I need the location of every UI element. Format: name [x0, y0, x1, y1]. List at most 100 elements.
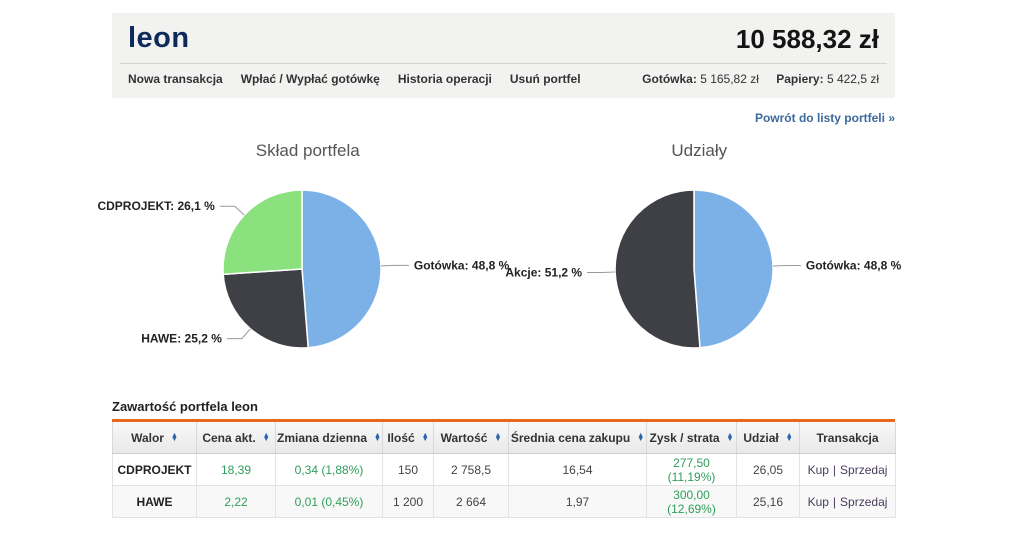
- pie-label-connector: [772, 265, 801, 267]
- menu-item-nowa-transakcja[interactable]: Nowa transakcja: [128, 72, 223, 86]
- cell-ilosc: 150: [382, 453, 434, 486]
- cell-zmiana-dzienna: 0,34 (1,88%): [275, 453, 383, 486]
- pie-slice-label: HAWE: 25,2 %: [141, 332, 222, 346]
- holdings-table: Walor ▲ ▼ Cena akt. ▲ ▼ Zmiana dzienna ▲ ▼ Ilość ▲…: [112, 422, 896, 518]
- accent-bar: [112, 419, 895, 422]
- pie-slice-label: Gotówka: 48,8 %: [414, 258, 510, 272]
- pie-chart-udzialy: Gotówka: 48,8 % Akcje: 51,2 %: [504, 167, 901, 381]
- portfolio-header-top: leon 10 588,32 zł: [112, 13, 895, 63]
- sell-link[interactable]: Sprzedaj: [840, 494, 888, 509]
- sort-icon[interactable]: ▲ ▼: [785, 432, 793, 444]
- cell-udzial: 25,16: [736, 485, 800, 518]
- sort-icon[interactable]: ▲ ▼: [374, 432, 381, 444]
- column-header-ilość[interactable]: Ilość ▲ ▼: [382, 422, 434, 454]
- menu-item-usun-portfel[interactable]: Usuń portfel: [509, 72, 581, 86]
- chart-sklad-portfela: Skład portfela Gotówka: 48,8 % HAWE: 25,2…: [97, 139, 510, 381]
- column-header-transakcja: Transakcja: [799, 422, 896, 454]
- papers-balance: Papiery: 5 422,5 zł: [776, 72, 879, 86]
- cell-cena-akt: 2,22: [196, 485, 276, 518]
- portfolio-name: leon: [128, 22, 190, 54]
- pie-slice-gotówka: [692, 189, 774, 349]
- cell-zysk-strata: 277,50 (11,19%): [646, 453, 737, 486]
- sort-icon[interactable]: ▲ ▼: [262, 432, 270, 444]
- cash-label: Gotówka:: [642, 72, 697, 86]
- cell-ilosc: 1 200: [382, 485, 434, 518]
- column-header-zysk-strata[interactable]: Zysk / strata ▲ ▼: [646, 422, 737, 454]
- sort-icon[interactable]: ▲ ▼: [421, 432, 429, 444]
- pie-slice-hawe: [222, 268, 309, 349]
- cell-transakcja: Kup | Sprzedaj: [799, 485, 896, 518]
- cell-udzial: 26,05: [736, 453, 800, 486]
- cell-wartosc: 2 664: [433, 485, 509, 518]
- pie-slice-label: Akcje: 51,2 %: [505, 266, 582, 280]
- column-header-udział[interactable]: Udział ▲ ▼: [736, 422, 800, 454]
- cell-walor: HAWE: [112, 485, 197, 518]
- back-to-portfolio-list-link[interactable]: Powrót do listy portfeli »: [755, 111, 895, 125]
- cell-transakcja: Kup | Sprzedaj: [799, 453, 896, 486]
- column-label: Zysk / strata: [649, 430, 720, 445]
- balances: Gotówka: 5 165,82 zł Papiery: 5 422,5 zł: [628, 72, 879, 86]
- cell-srednia-cena-zakupu: 1,97: [508, 485, 647, 518]
- column-label: Transakcja: [816, 430, 879, 445]
- pie-slice-gotówka: [301, 189, 382, 349]
- cell-cena-akt: 18,39: [196, 453, 276, 486]
- column-header-wartość[interactable]: Wartość ▲ ▼: [433, 422, 509, 454]
- back-link-label: Powrót do listy portfeli: [754, 111, 885, 125]
- cell-srednia-cena-zakupu: 16,54: [508, 453, 647, 486]
- pie-slice-cdprojekt: [222, 189, 303, 276]
- column-label: Ilość: [387, 430, 415, 445]
- chart-udzialy: Udziały Gotówka: 48,8 % Akcje: 51,2 %: [504, 139, 901, 381]
- header-divider: [120, 63, 887, 64]
- portfolio-total-value: 10 588,32 zł: [735, 24, 879, 54]
- papers-label: Papiery:: [776, 72, 824, 86]
- sort-icon[interactable]: ▲ ▼: [170, 432, 178, 444]
- portfolio-header-panel: leon 10 588,32 zł Nowa transakcja Wpłać …: [112, 13, 895, 98]
- pie-slice-label: CDPROJEKT: 26,1 %: [97, 199, 215, 213]
- cell-walor: CDPROJEKT: [112, 453, 197, 486]
- buy-link[interactable]: Kup: [807, 462, 829, 477]
- column-label: Udział: [743, 430, 779, 445]
- link-separator: |: [832, 494, 837, 509]
- sort-icon[interactable]: ▲ ▼: [637, 432, 645, 444]
- cash-value: 5 165,82 zł: [700, 72, 759, 86]
- column-label: Zmiana dzienna: [277, 430, 368, 445]
- table-row: CDPROJEKT 18,39 0,34 (1,88%) 150 2 758,5 16,5…: [112, 453, 896, 486]
- pie-label-connector: [226, 328, 251, 340]
- charts-row: Skład portfela Gotówka: 48,8 % HAWE: 25,2…: [97, 139, 901, 381]
- column-label: Średnia cena zakupu: [510, 430, 631, 445]
- cash-balance: Gotówka: 5 165,82 zł: [642, 72, 759, 86]
- back-link-row: Powrót do listy portfeli »: [112, 111, 895, 125]
- double-arrow-icon: »: [888, 111, 895, 125]
- column-header-walor[interactable]: Walor ▲ ▼: [112, 422, 197, 454]
- menu-item-wplac-wyplac-gotowke[interactable]: Wpłać / Wypłać gotówkę: [240, 72, 380, 86]
- cell-zysk-strata: 300,00 (12,69%): [646, 485, 737, 518]
- buy-link[interactable]: Kup: [807, 494, 829, 509]
- pie-chart-sklad-portfela: Gotówka: 48,8 % HAWE: 25,2 % CDPROJEKT: 26…: [97, 167, 510, 381]
- page-content: leon 10 588,32 zł Nowa transakcja Wpłać …: [97, 13, 901, 541]
- cell-wartosc: 2 758,5: [433, 453, 509, 486]
- pie-slice-akcje: [613, 189, 701, 349]
- column-header-średnia-cena-zakupu[interactable]: Średnia cena zakupu ▲ ▼: [508, 422, 647, 454]
- papers-value: 5 422,5 zł: [826, 72, 879, 86]
- link-separator: |: [832, 462, 837, 477]
- table-header-row: Walor ▲ ▼ Cena akt. ▲ ▼ Zmiana dzienna ▲ ▼ Ilość ▲…: [112, 422, 896, 454]
- holdings-table-title: Zawartość portfela leon: [112, 399, 258, 414]
- column-label: Cena akt.: [202, 430, 256, 445]
- column-header-cena-akt[interactable]: Cena akt. ▲ ▼: [196, 422, 276, 454]
- table-row: HAWE 2,22 0,01 (0,45%) 1 200 2 664 1,97 300,00…: [112, 485, 896, 518]
- portfolio-menu-bar: Nowa transakcja Wpłać / Wypłać gotówkę H…: [112, 64, 895, 98]
- column-label: Walor: [131, 430, 164, 445]
- pie-slice-label: Gotówka: 48,8 %: [805, 259, 901, 273]
- pie-label-connector: [586, 271, 615, 273]
- pie-label-connector: [219, 205, 245, 216]
- holdings-section: Zawartość portfela leon Walor ▲ ▼ Cena akt.…: [112, 399, 896, 518]
- chart-title: Udziały: [671, 141, 728, 160]
- sort-icon[interactable]: ▲ ▼: [726, 432, 734, 444]
- pie-label-connector: [380, 264, 409, 267]
- sell-link[interactable]: Sprzedaj: [840, 462, 888, 477]
- sort-icon[interactable]: ▲ ▼: [494, 432, 502, 444]
- chart-title: Skład portfela: [255, 141, 360, 160]
- menu-links: Nowa transakcja Wpłać / Wypłać gotówkę H…: [128, 72, 581, 86]
- menu-item-historia-operacji[interactable]: Historia operacji: [397, 72, 492, 86]
- column-header-zmiana-dzienna[interactable]: Zmiana dzienna ▲ ▼: [275, 422, 383, 454]
